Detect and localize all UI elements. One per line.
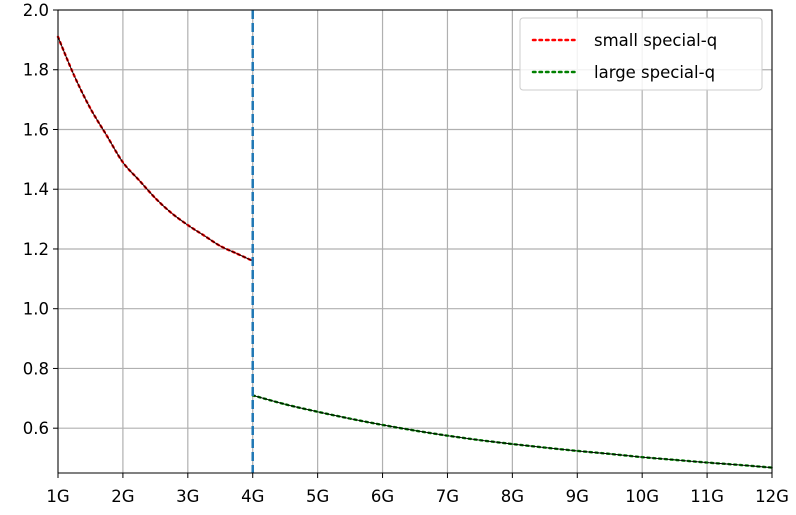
data-point xyxy=(641,456,644,459)
y-tick-label: 0.8 xyxy=(23,359,49,378)
y-tick-label: 1.8 xyxy=(23,61,49,80)
legend-label-small-special-q: small special-q xyxy=(594,31,717,50)
x-tick-label: 6G xyxy=(371,487,394,506)
x-tick-label: 3G xyxy=(176,487,199,506)
y-tick-label: 0.6 xyxy=(23,419,49,438)
data-point xyxy=(284,403,287,406)
data-point xyxy=(138,179,141,182)
data-point xyxy=(608,452,611,455)
data-point xyxy=(235,252,238,255)
data-point xyxy=(219,245,222,247)
legend-label-large-special-q: large special-q xyxy=(594,63,715,82)
x-tick-label: 1G xyxy=(46,487,69,506)
x-tick-label: 7G xyxy=(436,487,459,506)
x-tick-label: 11G xyxy=(690,487,724,506)
data-point xyxy=(543,446,546,449)
x-tick-label: 2G xyxy=(111,487,134,506)
data-point xyxy=(203,234,205,237)
fit-line-small-special-q xyxy=(57,36,253,262)
data-point xyxy=(738,464,741,466)
plot-frame xyxy=(57,9,773,474)
y-tick-label: 1.4 xyxy=(23,180,49,199)
x-tick-label: 10G xyxy=(625,487,659,506)
y-tick-label: 1.2 xyxy=(23,240,49,259)
data-point xyxy=(154,197,157,200)
y-tick-label: 1.6 xyxy=(23,120,49,139)
data-point xyxy=(479,439,481,442)
axis-ticks: 1G 2G 3G 4G 5G 6G 7G 8G 9G 10G 11G 12G 0.6 0.8 1.0 1.2 1… xyxy=(23,1,789,506)
data-point xyxy=(89,107,92,110)
data-point xyxy=(122,161,124,164)
data-point xyxy=(316,410,319,413)
data-point xyxy=(511,443,514,445)
data-point xyxy=(186,224,189,226)
x-tick-label: 4G xyxy=(241,487,264,506)
data-point xyxy=(576,449,579,452)
legend-box xyxy=(519,17,763,91)
data-point xyxy=(170,212,173,215)
x-tick-label: 5G xyxy=(306,487,329,506)
x-tick-label: 9G xyxy=(566,487,589,506)
legend: small special-q large special-q xyxy=(519,17,763,91)
data-point xyxy=(73,74,76,77)
data-point xyxy=(349,417,351,420)
data-point xyxy=(706,461,708,464)
data-point xyxy=(673,458,676,461)
data-point xyxy=(446,434,449,437)
x-tick-label: 8G xyxy=(501,487,524,506)
y-tick-label: 1.0 xyxy=(23,300,49,319)
data-point xyxy=(105,134,108,137)
data-point xyxy=(414,429,416,432)
series-line-small-special-q xyxy=(56,35,254,263)
y-tick-label: 2.0 xyxy=(23,1,49,20)
data-point xyxy=(381,424,384,426)
x-tick-label: 12G xyxy=(755,487,789,506)
